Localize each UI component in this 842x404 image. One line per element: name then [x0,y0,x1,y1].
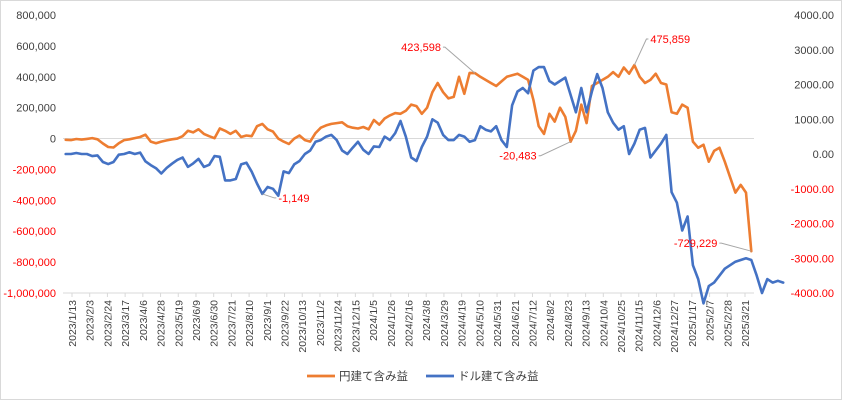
y-left-tick-label: 600,000 [16,41,56,53]
x-tick-label: 2024/2/16 [404,300,416,347]
x-tick-label: 2024/9/13 [581,300,593,347]
x-tick-label: 2023/11/24 [333,300,345,352]
x-tick-label: 2023/7/21 [226,300,238,347]
x-tick-label: 2023/4/6 [138,300,150,341]
x-tick-label: 2023/12/15 [350,300,362,353]
x-tick-label: 2024/4/19 [457,300,469,347]
x-tick-label: 2024/5/10 [474,300,486,347]
y-left-tick-label: -800,000 [13,257,56,269]
y-right-tick-label: 3000.00 [794,45,834,57]
y-left-tick-label: 200,000 [16,103,56,115]
x-tick-label: 2023/6/30 [209,300,221,347]
y-left-tick-label: 0 [50,134,56,146]
x-tick-label: 2024/10/4 [598,300,610,347]
x-tick-label: 2024/5/31 [492,300,504,347]
x-tick-label: 2023/11/2 [315,300,327,346]
x-tick-label: 2024/12/6 [651,300,663,347]
x-tick-label: 2023/2/24 [102,300,114,347]
x-tick-label: 2023/8/10 [244,300,256,347]
x-tick-label: 2024/1/26 [386,300,398,347]
legend-label-0: 円建て含み益 [339,369,408,383]
annotation-leader [633,38,649,66]
y-left-tick-label: 800,000 [16,10,56,22]
y-right-tick-label: 4000.00 [794,10,834,22]
data-label: -1,149 [278,193,309,205]
x-tick-label: 2025/3/21 [740,300,752,347]
legend: 円建て含み益 ドル建て含み益 [307,369,539,383]
x-tick-label: 2024/3/8 [421,300,433,341]
x-tick-label: 2023/5/19 [173,300,185,347]
y-right-tick-label: 2000.00 [794,80,834,92]
x-tick-label: 2024/12/27 [669,300,681,353]
y-left-tick-label: -400,000 [13,195,56,207]
annotation-leader [719,242,752,252]
left-axis: 800,000 600,000 400,000 200,000 0 -200,000 -40… [3,10,754,300]
x-tick-label: 2024/6/21 [510,300,522,347]
x-tick-label: 2023/2/3 [85,300,97,341]
x-tick-label: 2023/10/13 [297,300,309,353]
series-line-0 [64,63,753,253]
legend-label-1: ドル建て含み益 [458,369,539,383]
series-line-1 [64,65,785,305]
data-label: -20,483 [499,151,536,163]
annotation-leader [262,193,277,199]
x-tick-label: 2023/1/13 [67,300,79,347]
annotations: 423,598 475,859 -20,483 -1,149 -729,229 [262,34,752,252]
x-tick-label: 2023/9/1 [262,300,274,341]
x-tick-label: 2024/10/25 [616,300,628,353]
x-axis: 2023/1/13 2023/2/3 2023/2/24 2023/3/17 2023/… [63,292,754,353]
data-label: 475,859 [650,34,690,46]
x-tick-label: 2025/1/17 [687,300,699,347]
x-tick-label: 2024/7/12 [527,300,539,347]
x-tick-label: 2025/2/7 [705,300,717,341]
x-tick-label: 2023/9/22 [280,300,292,347]
y-left-tick-label: 400,000 [16,72,56,84]
data-label: -729,229 [674,238,717,250]
y-right-tick-label: 1000.00 [794,114,834,126]
y-right-tick-label: -2000.00 [791,219,834,231]
right-axis: 4000.00 3000.00 2000.00 1000.00 0.00 -1000.00… [791,10,834,300]
y-right-tick-label: -4000.00 [791,288,834,300]
x-tick-label: 2024/1/5 [368,300,380,341]
x-tick-label: 2024/3/29 [439,300,451,347]
y-left-tick-label: -600,000 [13,226,56,238]
x-tick-label: 2025/2/28 [722,300,734,347]
y-right-tick-label: -3000.00 [791,253,834,265]
x-tick-label: 2024/8/2 [545,300,557,341]
x-tick-label: 2023/6/9 [191,300,203,341]
x-tick-label: 2023/4/28 [156,300,168,347]
x-tick-label: 2023/3/17 [120,300,132,347]
data-label: 423,598 [401,42,441,54]
y-right-tick-label: -1000.00 [791,184,834,196]
series-lines [64,63,785,305]
y-right-tick-label: 0.00 [813,149,834,161]
y-left-tick-label: -200,000 [13,164,56,176]
y-left-tick-label: -1,000,000 [3,288,56,300]
x-tick-label: 2024/8/23 [563,300,575,347]
annotation-leader [442,46,476,74]
annotation-leader [538,141,571,157]
x-tick-label: 2024/11/15 [634,300,646,352]
